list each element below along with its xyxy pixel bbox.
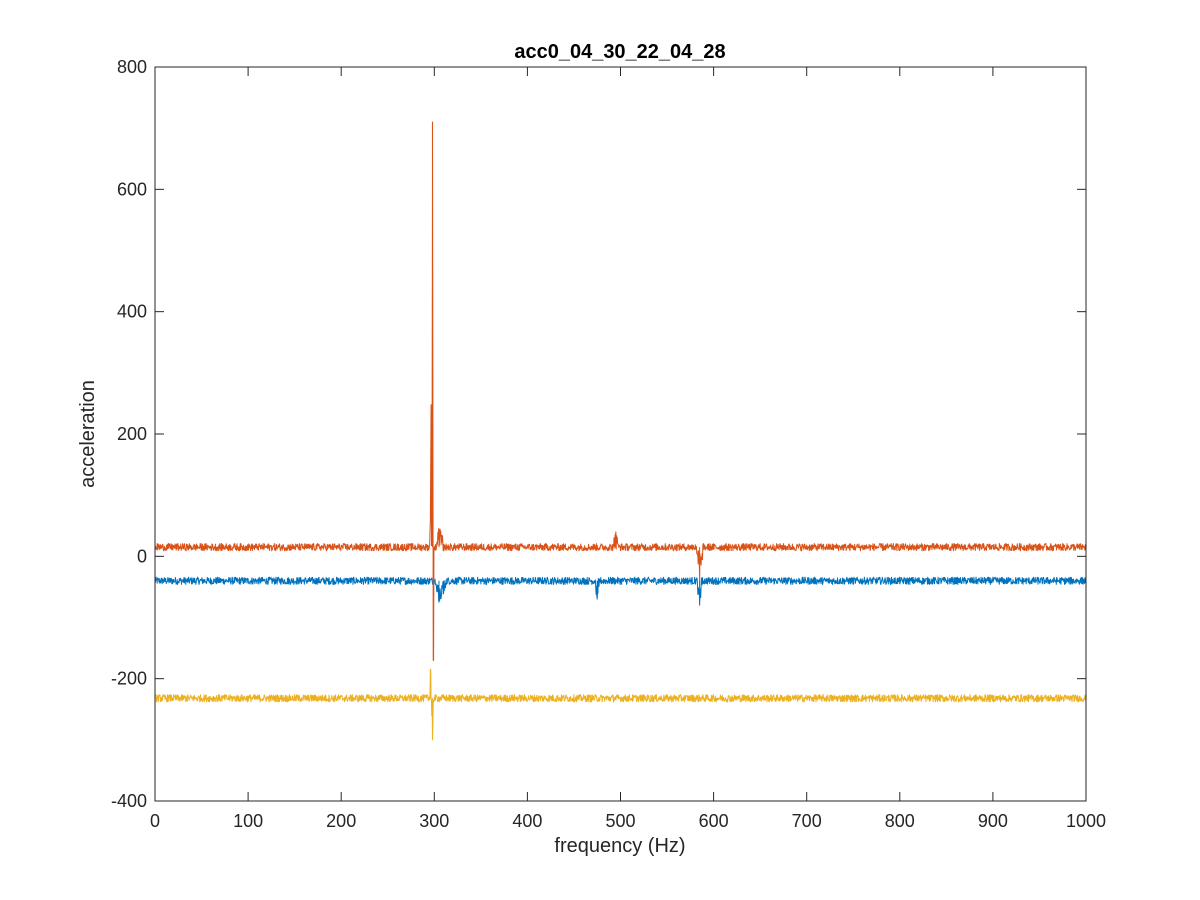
x-tick-label: 0 <box>150 811 160 831</box>
x-tick-label: 100 <box>233 811 263 831</box>
x-tick-label: 600 <box>699 811 729 831</box>
y-tick-label: 400 <box>117 302 147 322</box>
x-tick-label: 400 <box>512 811 542 831</box>
y-tick-label: 800 <box>117 57 147 77</box>
x-tick-label: 1000 <box>1066 811 1106 831</box>
y-tick-label: -400 <box>111 791 147 811</box>
series-line-1 <box>154 576 1087 606</box>
x-tick-label: 900 <box>978 811 1008 831</box>
x-tick-label: 500 <box>605 811 635 831</box>
series-line-2 <box>154 121 1087 661</box>
x-axis: 0 100 200 300 400 500 600 700 800 900 1000 <box>150 67 1106 831</box>
plot-series-group <box>154 121 1087 741</box>
x-tick-label: 700 <box>792 811 822 831</box>
x-tick-label: 800 <box>885 811 915 831</box>
y-tick-label: 600 <box>117 179 147 199</box>
series-line-3 <box>154 668 1087 741</box>
y-axis: -400 -200 0 200 400 600 800 <box>111 57 1086 811</box>
y-tick-label: 0 <box>137 546 147 566</box>
y-tick-label: -200 <box>111 669 147 689</box>
x-axis-label: frequency (Hz) <box>554 835 685 857</box>
y-axis-label: acceleration <box>77 380 99 488</box>
y-tick-label: 200 <box>117 424 147 444</box>
x-tick-label: 300 <box>419 811 449 831</box>
chart-title: acc0_04_30_22_04_28 <box>514 41 725 63</box>
x-tick-label: 200 <box>326 811 356 831</box>
